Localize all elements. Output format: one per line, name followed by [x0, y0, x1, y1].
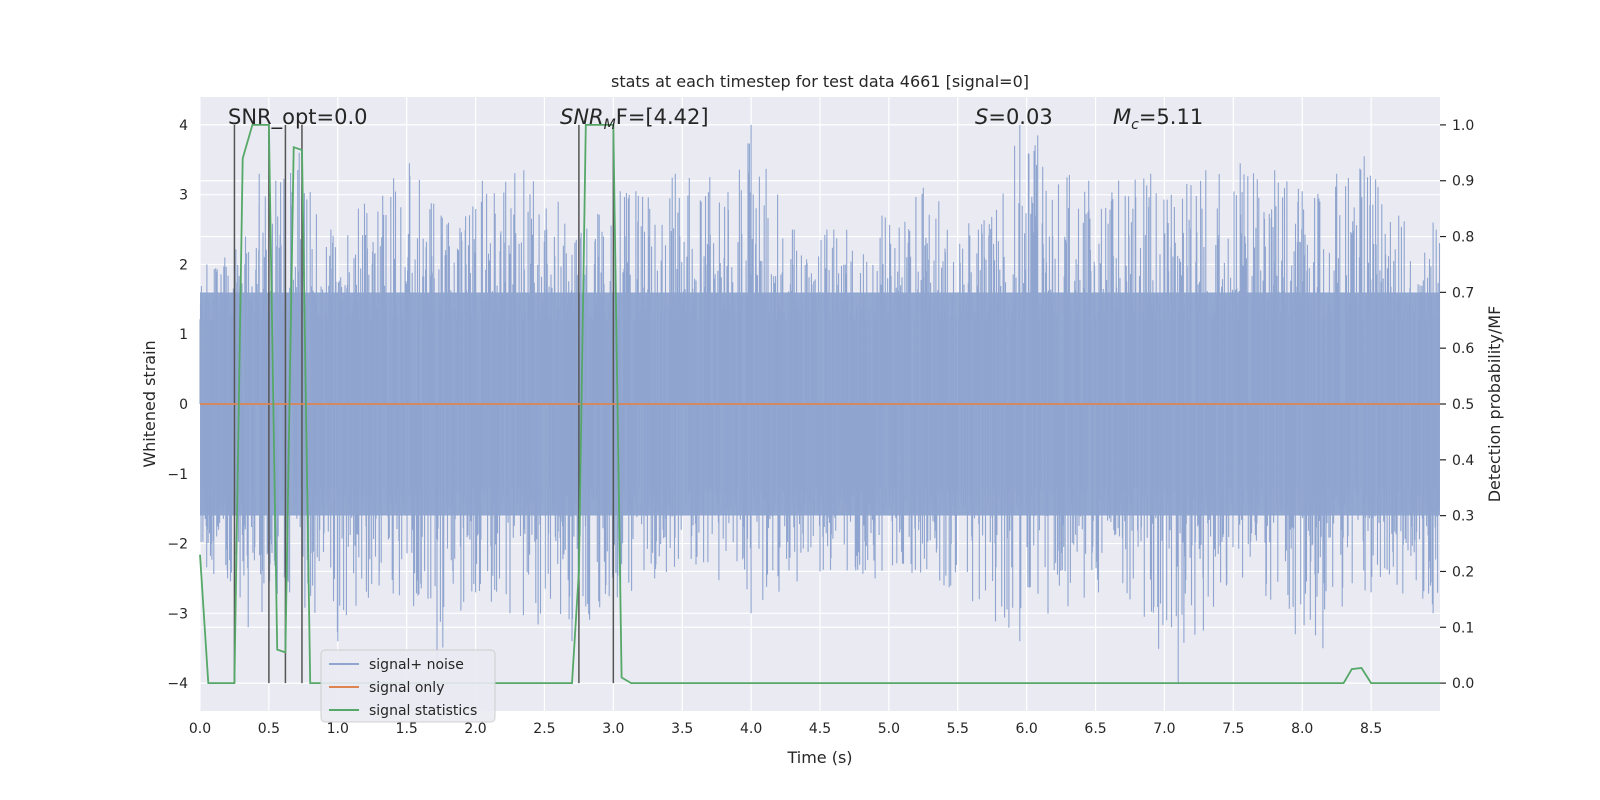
- x-tick-label: 4.5: [809, 721, 831, 737]
- x-tick-label: 3.0: [602, 721, 624, 737]
- x-tick-label: 4.0: [740, 721, 762, 737]
- x-tick-label: 0.5: [258, 721, 280, 737]
- y2-tick-label: 0.8: [1452, 230, 1474, 246]
- s-name: S: [975, 105, 988, 129]
- x-tick-label: 2.5: [533, 721, 555, 737]
- y2-tick-label: 0.0: [1452, 676, 1474, 692]
- y-tick-label: −1: [167, 467, 188, 483]
- x-tick-label: 6.5: [1084, 721, 1106, 737]
- legend: signal+ noise signal only signal statistic…: [320, 649, 496, 723]
- snr-mf-suffix: F=[4.42]: [616, 105, 709, 129]
- y-tick-label: 3: [179, 188, 188, 204]
- y2-tick-label: 0.2: [1452, 564, 1474, 580]
- x-tick-label: 8.5: [1360, 721, 1382, 737]
- y-tick-label: −4: [167, 676, 188, 692]
- y-axis-ticks: −4 −3 −2 −1 0 1 2 3 4: [167, 118, 188, 692]
- mc-value: =5.11: [1139, 105, 1203, 129]
- x-tick-label: 1.5: [396, 721, 418, 737]
- x-tick-label: 6.0: [1016, 721, 1038, 737]
- y-tick-label: 0: [179, 397, 188, 413]
- y-tick-label: 2: [179, 257, 188, 273]
- x-tick-label: 2.0: [464, 721, 486, 737]
- y2-tick-label: 1.0: [1452, 118, 1474, 134]
- y2-axis-ticks: 0.0 0.1 0.2 0.3 0.4 0.5 0.6 0.7 0.8 0.9 1.0: [1440, 118, 1474, 692]
- x-tick-label: 1.0: [327, 721, 349, 737]
- snr-mf-annotation: SNRMF=[4.42]: [560, 105, 709, 133]
- x-tick-label: 5.5: [947, 721, 969, 737]
- legend-label: signal statistics: [369, 703, 477, 719]
- y2-tick-label: 0.4: [1452, 453, 1474, 469]
- y-tick-label: −2: [167, 537, 188, 553]
- x-tick-label: 3.5: [671, 721, 693, 737]
- x-axis-label: Time (s): [786, 748, 852, 767]
- x-axis-ticks: 0.0 0.5 1.0 1.5 2.0 2.5 3.0 3.5 4.0 4.5 5.0 5.5 6.0 6…: [189, 721, 1382, 737]
- y-tick-label: −3: [167, 606, 188, 622]
- mc-annotation: Mc=5.11: [1113, 105, 1203, 133]
- y-tick-label: 4: [179, 118, 188, 134]
- y2-tick-label: 0.5: [1452, 397, 1474, 413]
- snr-mf-sub: M: [604, 117, 616, 133]
- x-tick-label: 7.5: [1222, 721, 1244, 737]
- y2-axis-label: Detection probability/MF: [1485, 306, 1504, 503]
- x-tick-label: 8.0: [1291, 721, 1313, 737]
- snr-opt-annotation: SNR_opt=0.0: [228, 105, 368, 130]
- s-annotation: S=0.03: [975, 105, 1053, 129]
- x-tick-label: 7.0: [1153, 721, 1175, 737]
- legend-label: signal only: [369, 680, 444, 696]
- noise-trace: [199, 124, 1441, 684]
- x-tick-label: 0.0: [189, 721, 211, 737]
- chart-title: stats at each timestep for test data 466…: [611, 72, 1029, 91]
- x-tick-label: 5.0: [878, 721, 900, 737]
- y-axis-label: Whitened strain: [140, 340, 159, 467]
- s-value: =0.03: [988, 105, 1052, 129]
- y2-tick-label: 0.3: [1452, 509, 1474, 525]
- mc-name: M: [1113, 105, 1131, 129]
- y2-tick-label: 0.6: [1452, 341, 1474, 357]
- legend-box: [320, 649, 496, 723]
- y-tick-label: 1: [179, 327, 188, 343]
- snr-mf-name: SNR: [560, 105, 604, 129]
- y2-tick-label: 0.1: [1452, 620, 1474, 636]
- legend-label: signal+ noise: [369, 657, 464, 673]
- mc-sub: c: [1131, 117, 1139, 133]
- y2-tick-label: 0.9: [1452, 174, 1474, 190]
- y2-tick-label: 0.7: [1452, 285, 1474, 301]
